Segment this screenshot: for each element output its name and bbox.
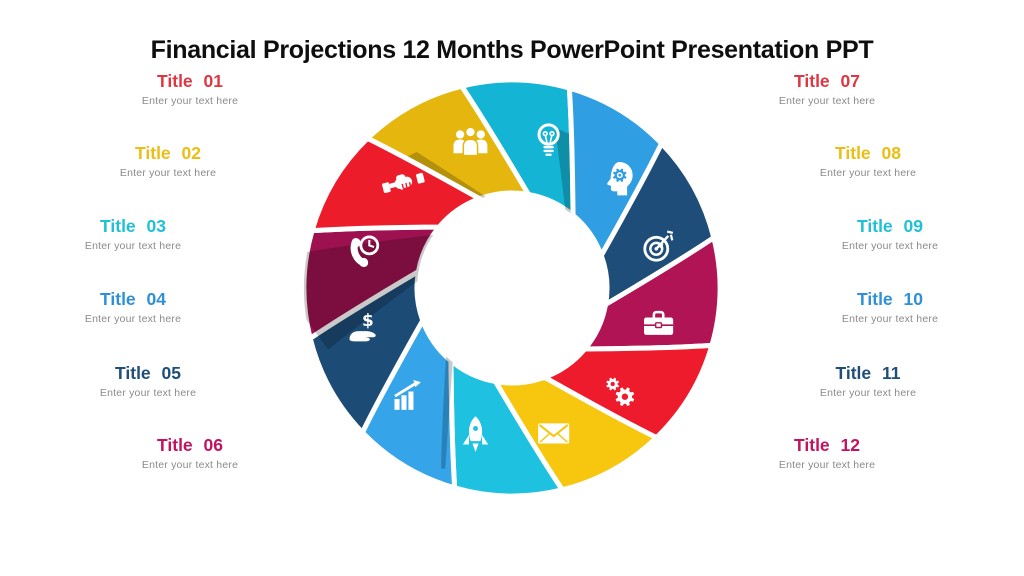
item-title: Title 10 (857, 289, 923, 309)
item-placeholder-text: Enter your text here (841, 240, 939, 252)
item-title: Title 06 (157, 435, 223, 455)
title-item-right-3: Title 09 Enter your text here (800, 216, 980, 252)
idea-bulb-icon (537, 123, 560, 156)
title-item-right-2: Title 08 Enter your text here (778, 143, 958, 179)
mail-icon (538, 423, 570, 444)
title-item-right-5: Title 11 Enter your text here (778, 363, 958, 399)
item-placeholder-text: Enter your text here (84, 313, 182, 325)
wheel-inner-circle (418, 194, 606, 382)
item-title: Title 08 (835, 143, 901, 163)
item-title: Title 07 (794, 71, 860, 91)
item-title: Title 02 (135, 143, 201, 163)
wheel-svg: $ (265, 77, 748, 499)
item-title: Title 12 (794, 435, 860, 455)
title-item-left-2: Title 02 Enter your text here (78, 143, 258, 179)
mind-gear-icon (607, 162, 633, 196)
svg-text:$: $ (362, 310, 374, 330)
title-item-left-3: Title 03 Enter your text here (43, 216, 223, 252)
team-icon (453, 126, 488, 157)
item-placeholder-text: Enter your text here (84, 240, 182, 252)
rocket-icon (462, 416, 489, 452)
slide-title: Financial Projections 12 Months PowerPoi… (150, 36, 874, 64)
circular-swirl-diagram: $ (265, 77, 748, 499)
item-title: Title 09 (857, 216, 923, 236)
item-title: Title 04 (100, 289, 166, 309)
title-item-right-6: Title 12 Enter your text here (737, 435, 917, 471)
item-placeholder-text: Enter your text here (819, 167, 917, 179)
title-item-left-5: Title 05 Enter your text here (58, 363, 238, 399)
item-placeholder-text: Enter your text here (99, 387, 197, 399)
gears-icon (606, 377, 635, 406)
item-title: Title 11 (835, 363, 901, 383)
briefcase-icon (644, 310, 674, 335)
title-item-left-4: Title 04 Enter your text here (43, 289, 223, 325)
item-placeholder-text: Enter your text here (141, 459, 239, 471)
item-placeholder-text: Enter your text here (841, 313, 939, 325)
item-placeholder-text: Enter your text here (119, 167, 217, 179)
item-placeholder-text: Enter your text here (819, 387, 917, 399)
target-icon (643, 230, 674, 262)
item-title: Title 01 (157, 71, 223, 91)
title-item-right-1: Title 07 Enter your text here (737, 71, 917, 107)
item-title: Title 03 (100, 216, 166, 236)
money-hand-icon: $ (349, 310, 376, 342)
title-item-left-1: Title 01 Enter your text here (100, 71, 280, 107)
item-placeholder-text: Enter your text here (778, 459, 876, 471)
item-title: Title 05 (115, 363, 181, 383)
title-item-left-6: Title 06 Enter your text here (100, 435, 280, 471)
item-placeholder-text: Enter your text here (141, 95, 239, 107)
handshake-icon (382, 172, 425, 194)
item-placeholder-text: Enter your text here (778, 95, 876, 107)
growth-chart-icon (394, 380, 421, 410)
phone-clock-icon (350, 235, 380, 267)
title-item-right-4: Title 10 Enter your text here (800, 289, 980, 325)
